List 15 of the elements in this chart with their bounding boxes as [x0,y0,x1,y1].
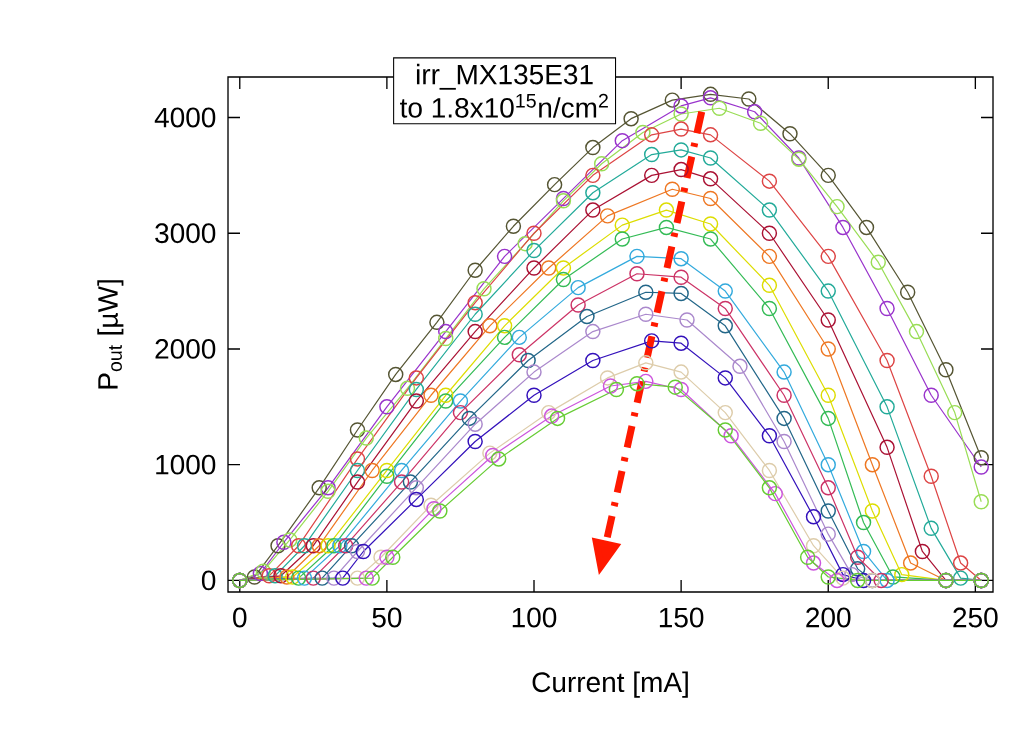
y-tick-label: 3000 [155,223,216,244]
x-tick-label: 200 [806,607,851,628]
annotation: irr_MX135E31 [416,63,593,90]
x-tick-label: 150 [659,607,704,628]
x-tick-label: 50 [372,607,402,628]
y-tick-label: 0 [201,570,216,591]
y-tick-label: 1000 [156,454,216,475]
x-tick-label: 0 [233,607,247,628]
y-axis-title: P$_{out}$ [µW] [97,280,124,389]
y-tick-label: 2000 [155,339,216,359]
x-tick-label: 250 [953,607,998,628]
annotation: to 1.8x10$^{15}$n/cm$^{2}$ [400,93,608,118]
y-tick-label: 4000 [154,107,216,128]
x-axis-title: Current [mA] [532,671,688,698]
x-tick-label: 100 [512,607,557,628]
